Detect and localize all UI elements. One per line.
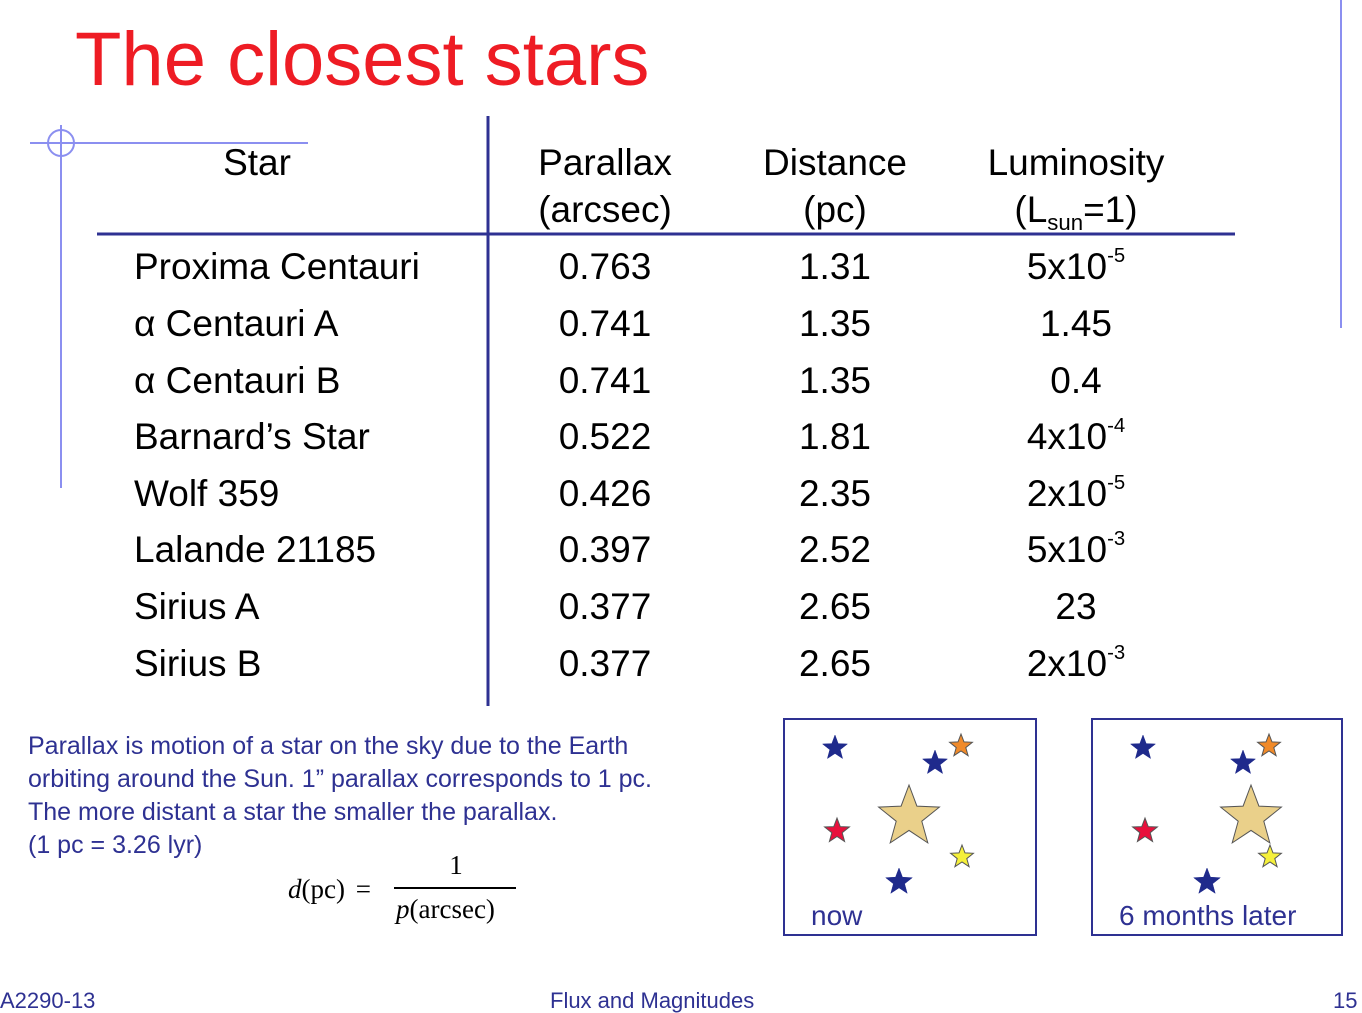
cell-parallax: 0.377 <box>558 586 652 627</box>
blue-star-icon <box>1129 734 1157 760</box>
cell-distance: 2.52 <box>798 529 871 570</box>
cell-star-name: Barnard’s Star <box>134 416 370 457</box>
parallax-note: Parallax is motion of a star on the sky … <box>28 730 748 862</box>
panel-now: now <box>783 718 1037 936</box>
panel-later: 6 months later <box>1091 718 1343 936</box>
cell-luminosity: 4x10-4 <box>966 414 1186 457</box>
cell-distance: 2.65 <box>798 586 871 627</box>
cell-star-name: Proxima Centauri <box>134 246 420 287</box>
luminosity-base: 1.45 <box>1039 303 1112 344</box>
cell-distance: 1.31 <box>798 246 871 287</box>
cell-luminosity: 5x10-3 <box>966 527 1186 570</box>
blue-star-icon <box>1193 867 1221 894</box>
slide-title: The closest stars <box>75 17 650 102</box>
header-luminosity-line1: Luminosity <box>987 142 1165 183</box>
cell-star-name: Sirius B <box>134 643 262 684</box>
luminosity-base: 2x10 <box>1026 473 1108 514</box>
lum-sub: sun <box>1047 209 1084 235</box>
star-field-later <box>1129 732 1283 894</box>
cell-luminosity: 5x10-5 <box>966 244 1186 287</box>
luminosity-base: 5x10 <box>1026 246 1108 287</box>
blue-star-icon <box>921 749 949 775</box>
star-field-now <box>821 732 975 894</box>
header-distance: Distance (pc) <box>725 144 945 228</box>
cell-star-name: α Centauri A <box>134 303 339 344</box>
luminosity-exponent: -5 <box>1107 244 1126 267</box>
note-line: The more distant a star the smaller the … <box>28 798 558 826</box>
cell-distance: 1.35 <box>798 303 871 344</box>
cell-luminosity: 2x10-3 <box>966 641 1186 684</box>
formula-numerator: 1 <box>449 850 463 880</box>
header-luminosity: Luminosity (Lsun=1) <box>956 142 1196 233</box>
lum-post: =1) <box>1083 189 1138 230</box>
header-distance-line1: Distance <box>763 142 907 183</box>
footer-right: 15 <box>1333 988 1358 1013</box>
red-star-icon <box>823 816 851 843</box>
big-star-icon <box>1219 783 1283 845</box>
luminosity-base: 5x10 <box>1026 529 1108 570</box>
luminosity-exponent: -3 <box>1107 641 1126 664</box>
cell-distance: 1.35 <box>798 360 871 401</box>
yellow-star-icon <box>949 843 975 868</box>
formula-fraction-bar <box>394 887 516 889</box>
note-line: Parallax is motion of a star on the sky … <box>28 732 629 760</box>
cell-parallax: 0.522 <box>558 416 652 457</box>
luminosity-base: 2x10 <box>1026 643 1108 684</box>
cell-parallax: 0.741 <box>558 303 652 344</box>
cell-parallax: 0.763 <box>558 246 652 287</box>
header-parallax-line1: Parallax <box>538 142 672 183</box>
luminosity-exponent: -4 <box>1107 414 1126 437</box>
luminosity-base: 4x10 <box>1026 416 1108 457</box>
cell-star-name: Lalande 21185 <box>134 529 377 570</box>
cell-distance: 2.35 <box>798 473 871 514</box>
cell-parallax: 0.397 <box>558 529 652 570</box>
panel-now-label: now <box>811 900 863 931</box>
lum-pre: (L <box>1014 189 1048 230</box>
orange-star-icon <box>1256 732 1282 757</box>
cell-distance: 1.81 <box>798 416 871 457</box>
red-star-icon <box>1131 816 1159 843</box>
header-star: Star <box>223 142 291 183</box>
cell-luminosity: 0.4 <box>966 362 1186 399</box>
big-star-icon <box>877 783 941 845</box>
note-line: (1 pc = 3.26 lyr) <box>28 831 203 859</box>
cell-luminosity: 2x10-5 <box>966 471 1186 514</box>
panel-later-label: 6 months later <box>1119 900 1297 931</box>
cell-star-name: Sirius A <box>134 586 260 627</box>
orange-star-icon <box>948 732 974 757</box>
formula-lhs-unit: (pc) <box>301 874 345 904</box>
luminosity-base: 23 <box>1055 586 1097 627</box>
footer-center: Flux and Magnitudes <box>550 988 755 1013</box>
footer-left: A2290-13 <box>0 988 96 1013</box>
header-parallax: Parallax (arcsec) <box>495 144 715 228</box>
luminosity-base: 0.4 <box>1050 360 1102 401</box>
blue-star-icon <box>821 734 849 760</box>
blue-star-icon <box>885 867 913 894</box>
header-distance-line2: (pc) <box>803 189 867 230</box>
yellow-star-icon <box>1257 843 1283 868</box>
cell-distance: 2.65 <box>798 643 871 684</box>
blue-star-icon <box>1229 749 1257 775</box>
cell-parallax: 0.377 <box>558 643 652 684</box>
header-luminosity-line2: (Lsun=1) <box>956 189 1196 233</box>
cell-luminosity: 1.45 <box>966 305 1186 342</box>
luminosity-exponent: -3 <box>1107 527 1126 550</box>
cell-star-name: α Centauri B <box>134 360 341 401</box>
formula-den-unit: (arcsec) <box>409 894 495 924</box>
formula-equals: = <box>355 874 371 904</box>
cell-parallax: 0.426 <box>558 473 652 514</box>
cell-star-name: Wolf 359 <box>134 473 280 514</box>
cell-parallax: 0.741 <box>558 360 652 401</box>
formula-den-var: p <box>396 894 410 924</box>
header-parallax-line2: (arcsec) <box>538 189 672 230</box>
cell-luminosity: 23 <box>966 588 1186 625</box>
formula-lhs-var: d <box>288 874 302 904</box>
luminosity-exponent: -5 <box>1107 471 1126 494</box>
note-line: orbiting around the Sun. 1” parallax cor… <box>28 765 652 793</box>
formula-denominator: p(arcsec) <box>396 894 495 925</box>
